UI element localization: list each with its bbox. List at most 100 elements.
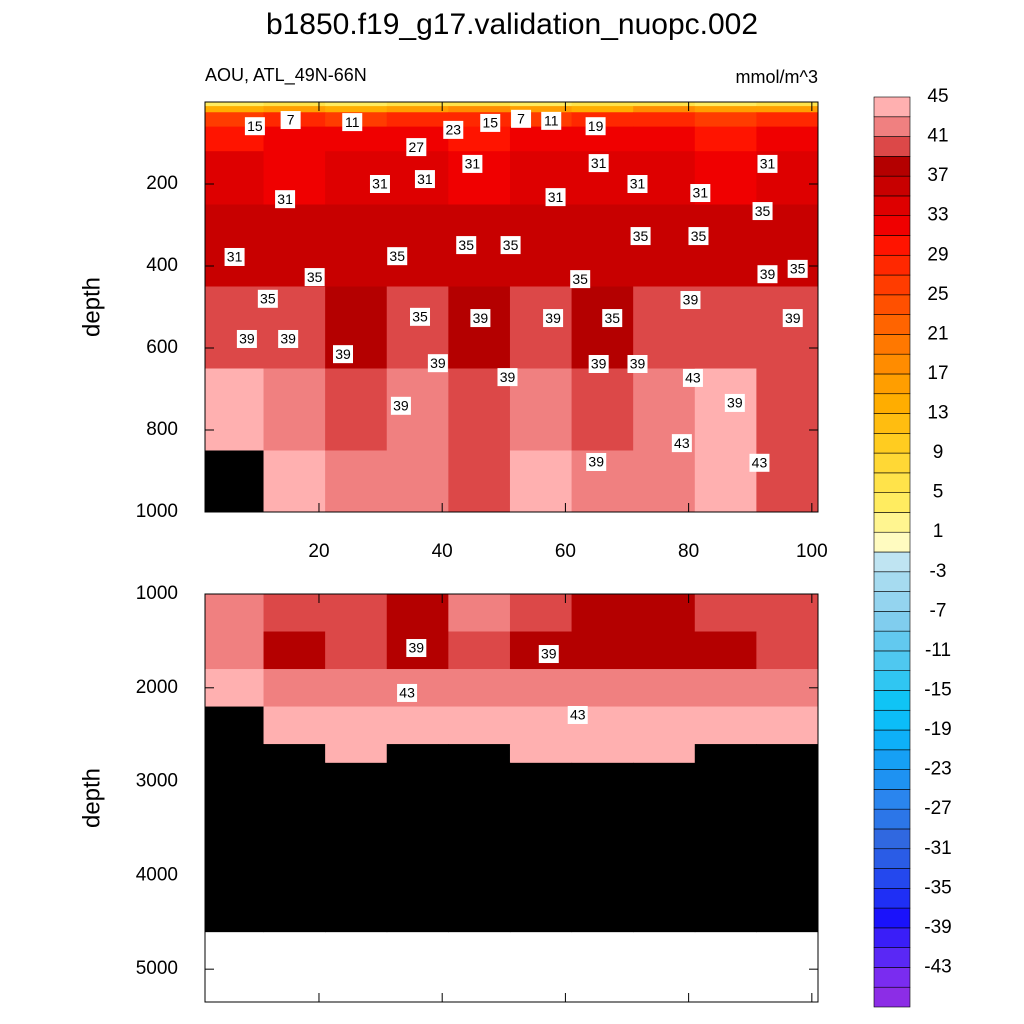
colorbar-box [873, 294, 911, 315]
contour-cell [325, 594, 388, 633]
contour-label-box [462, 154, 483, 173]
contour-label-text: 35 [572, 271, 588, 287]
colorbar-box [873, 314, 911, 335]
colorbar-box [873, 690, 911, 711]
contour-cell [325, 368, 388, 451]
contour-label: 7 [280, 111, 301, 130]
contour-cell [694, 669, 757, 708]
contour-label: 39 [390, 396, 411, 415]
subtitle: AOU, ATL_49N-66N [205, 65, 367, 86]
contour-label-box [278, 329, 299, 348]
colorbar-box [873, 215, 911, 236]
contour-label-box [236, 329, 257, 348]
contour-label: 39 [724, 393, 745, 412]
contour-cell [633, 204, 696, 287]
colorbar-box [873, 986, 911, 1008]
colorbar-box [873, 907, 911, 929]
contour-label: 31 [275, 190, 296, 209]
contour-label-text: 35 [260, 291, 276, 307]
colorbar-label: -7 [930, 600, 947, 621]
contour-label-box [570, 270, 591, 289]
contour-label-box [630, 227, 651, 246]
contour-label-text: 35 [790, 261, 806, 277]
contour-label-text: 23 [445, 122, 461, 138]
contour-cell [263, 594, 326, 633]
contour-cell [694, 744, 757, 764]
contour-label: 31 [224, 247, 245, 266]
contour-cell [633, 631, 696, 670]
colorbar-box [873, 947, 911, 968]
y-tick-label: 200 [146, 173, 178, 194]
contour-label-text: 43 [752, 455, 768, 471]
contour-label-text: 31 [277, 191, 293, 207]
contour-cell [571, 594, 634, 633]
colorbar-label: -23 [924, 759, 951, 780]
contour-label-text: 35 [389, 248, 405, 264]
contour-cell [633, 112, 696, 128]
contour-label-box [680, 291, 701, 310]
contour-label-text: 39 [335, 346, 351, 362]
contour-label-box [541, 111, 562, 130]
contour-label-box [724, 393, 745, 412]
contour-label-box [588, 154, 609, 173]
contour-label-text: 35 [307, 269, 323, 285]
contour-label-box [369, 175, 390, 193]
contour-label: 15 [480, 113, 501, 132]
contour-cell [694, 106, 757, 113]
contour-label: 43 [671, 434, 692, 453]
contour-label: 39 [782, 309, 803, 328]
contour-label-text: 39 [760, 266, 776, 282]
contour-label: 31 [757, 154, 778, 173]
contour-label: 31 [545, 188, 566, 207]
contour-label: 31 [369, 175, 390, 193]
x-tick-label: 40 [432, 541, 453, 562]
contour-label-box [757, 154, 778, 173]
contour-label-box [538, 645, 559, 664]
colorbar-label: -27 [924, 798, 951, 819]
contour-label: 39 [757, 265, 778, 284]
contour-label-text: 31 [591, 155, 607, 171]
contour-cell [448, 106, 511, 113]
contour-label: 31 [627, 175, 648, 193]
contour-cell [325, 204, 388, 287]
contour-label-text: 35 [503, 237, 519, 253]
contour-label-box [500, 236, 521, 255]
colorbar-box [873, 848, 911, 869]
colorbar-box [873, 611, 911, 632]
colorbar-label: 5 [933, 482, 944, 503]
contour-label-text: 39 [280, 331, 296, 347]
contour-label-text: 35 [633, 228, 649, 244]
contour-cell [325, 450, 388, 513]
colorbar-box [873, 769, 911, 790]
contour-cell [509, 286, 573, 369]
colorbar-box [873, 670, 911, 691]
contour-label: 15 [244, 117, 265, 136]
contour-label-box [390, 396, 411, 415]
contour-label: 35 [602, 309, 623, 328]
contour-label: 11 [541, 111, 562, 130]
contour-cell [694, 594, 757, 633]
contour-cell [386, 204, 449, 287]
contour-label-box [627, 175, 648, 193]
contour-cell [509, 106, 573, 113]
colorbar-box [873, 749, 911, 770]
colorbar-box [873, 512, 911, 533]
contour-label: 35 [570, 270, 591, 289]
contour-cell [205, 204, 265, 287]
contour-cell [386, 669, 449, 708]
colorbar-box [873, 888, 911, 909]
contour-label-box [480, 113, 501, 132]
contour-label-text: 15 [247, 118, 263, 134]
colorbar-label: 33 [927, 205, 948, 226]
x-tick-label: 100 [796, 541, 828, 562]
contour-label: 39 [427, 354, 448, 373]
contour-cell [205, 744, 265, 764]
contour-cell [205, 669, 265, 708]
contour-label-box [275, 190, 296, 209]
contour-cell [633, 594, 696, 633]
contour-label-box [304, 268, 325, 287]
contour-cell [756, 669, 819, 708]
x-tick-label: 80 [678, 541, 699, 562]
contour-label-box [280, 111, 301, 130]
contour-cell [694, 126, 757, 152]
